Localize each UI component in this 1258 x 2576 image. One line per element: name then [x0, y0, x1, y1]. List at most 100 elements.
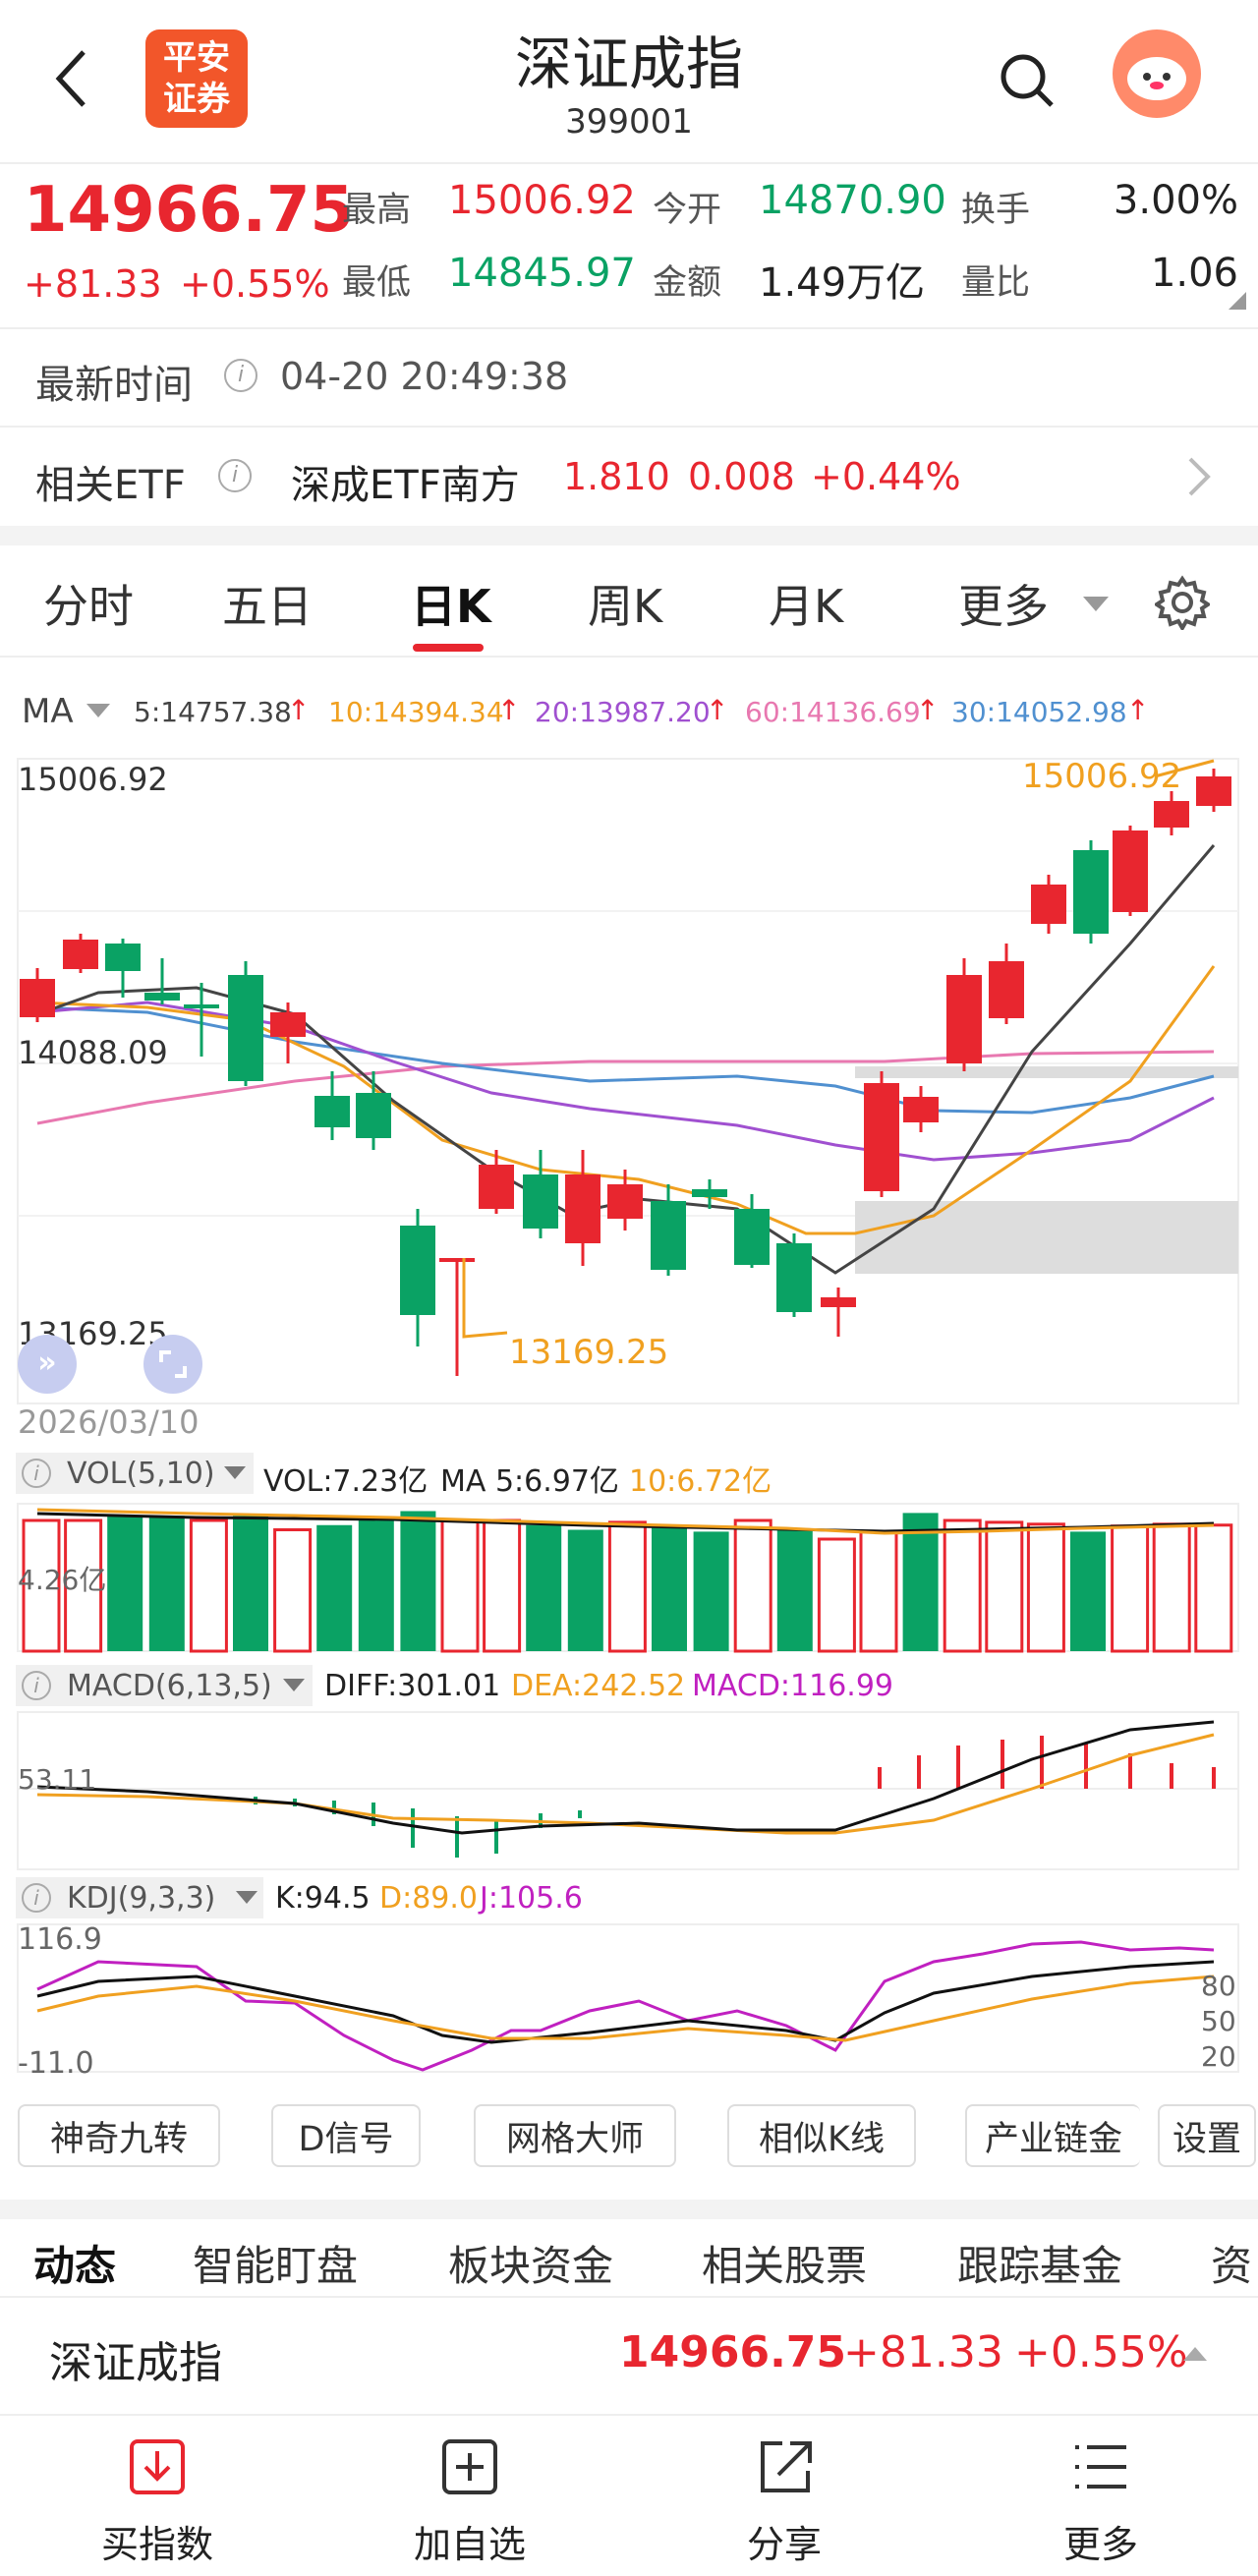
download-icon — [130, 2439, 185, 2494]
volume-bars-svg — [17, 1503, 1239, 1653]
macd-indicator-selector[interactable] — [16, 1665, 313, 1706]
footer-price: 14966.75 — [619, 2327, 847, 2377]
kdj-j: J:105.6 — [480, 1881, 583, 1916]
d-signal-button[interactable]: D信号 — [271, 2104, 421, 2167]
kdj-axis-top: 116.9 — [18, 1922, 102, 1957]
dropdown-triangle-icon[interactable] — [224, 1466, 246, 1479]
related-etf-row[interactable]: 相关ETF i 深成ETF南方 1.810 0.008 +0.44% — [0, 428, 1258, 524]
min-price-marker: 13169.25 — [509, 1333, 669, 1372]
expand-icon[interactable] — [143, 1335, 202, 1394]
nav-buy-index-label: 买指数 — [100, 2523, 213, 2566]
volume-value: VOL:7.23亿 — [263, 1464, 429, 1499]
footer-change-pct: +0.55% — [1014, 2327, 1188, 2377]
up-arrow-icon: ↑ — [497, 694, 521, 726]
kdj-level-20: 20 — [1201, 2040, 1236, 2073]
search-icon[interactable] — [998, 51, 1057, 110]
quote-panel: 14966.75 +81.33 +0.55% 最高 15006.92 今开 14… — [0, 164, 1258, 326]
section-tabs: 动态 智能盯盘 板块资金 相关股票 跟踪基金 资 — [0, 2219, 1258, 2298]
ma-dropdown-icon[interactable] — [86, 704, 110, 717]
tab-more[interactable]: 更多 — [958, 580, 1049, 633]
kdj-panel[interactable]: i KDJ(9,3,3) K:94.5 D:89.0 J:105.6 116.9… — [0, 1877, 1258, 2084]
ma30-value: 30:14052.98 — [951, 696, 1127, 728]
nav-more[interactable]: 更多 — [1022, 2437, 1179, 2566]
nav-add-watch-label: 加自选 — [413, 2523, 526, 2566]
nav-share-label: 分享 — [746, 2523, 822, 2566]
kdj-indicator-selector[interactable] — [16, 1877, 263, 1918]
volume-label: VOL(5,10) — [67, 1457, 215, 1491]
etf-change: 0.008 — [688, 455, 795, 498]
active-tab-indicator — [413, 644, 484, 652]
price-axis-mid: 14088.09 — [18, 1034, 168, 1071]
grid-master-button[interactable]: 网格大师 — [474, 2104, 676, 2167]
ma10-value: 10:14394.34 — [328, 696, 504, 728]
caret-up-icon[interactable] — [1183, 2347, 1207, 2361]
latest-time-value: 04-20 20:49:38 — [280, 355, 569, 398]
chevron-right-icon[interactable] — [1184, 455, 1214, 502]
nav-buy-index[interactable]: 买指数 — [79, 2437, 236, 2566]
info-icon[interactable]: i — [22, 1883, 51, 1913]
candlestick-svg — [17, 758, 1239, 1404]
kdj-level-50: 50 — [1201, 2005, 1236, 2037]
open-value: 14870.90 — [759, 178, 946, 223]
gear-icon[interactable] — [1153, 575, 1212, 634]
volume-ma5: MA 5:6.97亿 — [440, 1464, 619, 1499]
tab-related-stocks[interactable]: 相关股票 — [702, 2242, 868, 2290]
stock-code: 399001 — [565, 102, 693, 142]
candlestick-chart[interactable]: 15006.92 14088.09 13169.25 15006.92 1316… — [0, 747, 1258, 1441]
macd-diff: DIFF:301.01 — [324, 1669, 501, 1703]
share-icon — [761, 2441, 812, 2492]
up-arrow-icon: ↑ — [1126, 694, 1150, 726]
nav-share[interactable]: 分享 — [706, 2437, 863, 2566]
app-header: 平安 证券 深证成指 399001 — [0, 0, 1258, 162]
tab-tracking-funds[interactable]: 跟踪基金 — [957, 2242, 1123, 2290]
volume-axis-label: 4.26亿 — [18, 1564, 107, 1596]
tab-smart-watch[interactable]: 智能盯盘 — [193, 2242, 359, 2290]
ma5-value: 5:14757.38 — [134, 696, 292, 728]
tab-month-k[interactable]: 月K — [769, 580, 844, 633]
similar-k-button[interactable]: 相似K线 — [727, 2104, 916, 2167]
tab-minute[interactable]: 分时 — [43, 580, 134, 633]
page-title: 深证成指 — [514, 30, 743, 97]
settings-button[interactable]: 设置 — [1158, 2104, 1256, 2167]
volume-ma10: 10:6.72亿 — [629, 1464, 772, 1499]
volume-panel[interactable]: i VOL(5,10) VOL:7.23亿 MA 5:6.97亿 10:6.72… — [0, 1453, 1258, 1659]
macd-panel[interactable]: i MACD(6,13,5) DIFF:301.01 DEA:242.52 MA… — [0, 1665, 1258, 1876]
volume-indicator-selector[interactable] — [16, 1453, 254, 1494]
last-price: 14966.75 — [24, 174, 355, 247]
tab-sector-funds[interactable]: 板块资金 — [448, 2242, 614, 2290]
footer-change: +81.33 — [843, 2327, 1003, 2377]
info-icon[interactable]: i — [22, 1459, 51, 1488]
magic-nine-button[interactable]: 神奇九转 — [18, 2104, 220, 2167]
tab-day-k[interactable]: 日K — [411, 580, 491, 633]
info-icon[interactable]: i — [218, 459, 252, 492]
max-price-marker: 15006.92 — [1022, 757, 1182, 796]
mascot-avatar[interactable] — [1113, 29, 1201, 118]
nav-add-watch[interactable]: 加自选 — [391, 2437, 548, 2566]
tab-news[interactable]: 动态 — [33, 2242, 117, 2290]
info-icon[interactable]: i — [22, 1671, 51, 1700]
menu-icon — [1075, 2445, 1126, 2489]
volume-ratio-label: 量比 — [961, 263, 1031, 303]
industry-chain-button[interactable]: 产业链金 — [965, 2104, 1140, 2167]
etf-change-pct: +0.44% — [811, 455, 961, 498]
up-arrow-icon: ↑ — [706, 694, 729, 726]
macd-dea: DEA:242.52 — [511, 1669, 686, 1703]
ma60-value: 60:14136.69 — [745, 696, 921, 728]
tab-five-day[interactable]: 五日 — [222, 580, 313, 633]
info-icon[interactable]: i — [224, 359, 257, 392]
kdj-level-80: 80 — [1201, 1970, 1236, 2002]
tab-overflow[interactable]: 资 — [1211, 2242, 1253, 2290]
ma-legend[interactable]: MA 5:14757.38 ↑ 10:14394.34 ↑ 20:13987.2… — [0, 688, 1258, 737]
macd-label: MACD(6,13,5) — [67, 1669, 272, 1703]
macd-value: MACD:116.99 — [692, 1669, 894, 1703]
latest-time-label: 最新时间 — [35, 363, 193, 408]
back-arrow-icon[interactable] — [49, 44, 98, 113]
fast-forward-icon[interactable]: » — [18, 1335, 77, 1394]
tab-week-k[interactable]: 周K — [588, 580, 663, 633]
kdj-d: D:89.0 — [379, 1881, 479, 1916]
dropdown-triangle-icon[interactable] — [283, 1679, 305, 1691]
dropdown-triangle-icon[interactable] — [236, 1891, 257, 1904]
footer-quote-bar[interactable]: 深证成指 14966.75 +81.33 +0.55% — [0, 2296, 1258, 2416]
dropdown-triangle-icon[interactable] — [1083, 597, 1109, 611]
open-label: 今开 — [653, 191, 722, 230]
